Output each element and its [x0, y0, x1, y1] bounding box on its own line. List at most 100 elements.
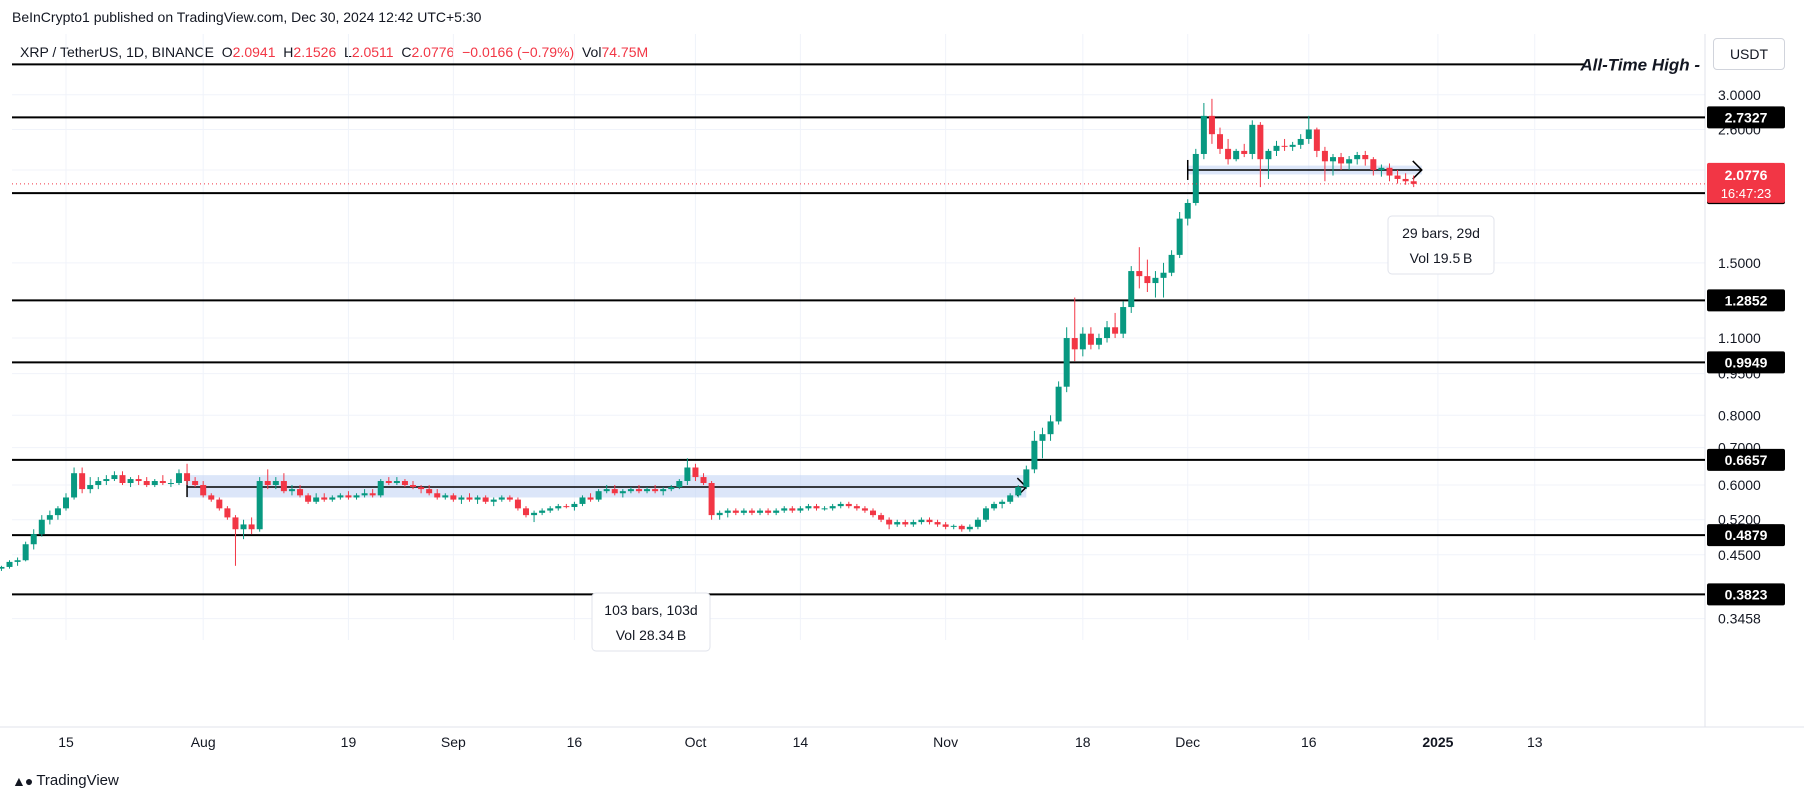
time-tick-label: 16 — [567, 734, 583, 750]
candle-body — [732, 510, 739, 513]
level-tag-label: 0.4879 — [1725, 527, 1768, 543]
candle-body — [14, 560, 21, 562]
level-tag — [1707, 106, 1785, 129]
candle-body — [902, 522, 909, 525]
time-tick-label: 16 — [1301, 734, 1317, 750]
candle-body — [837, 503, 844, 507]
candle-body — [216, 499, 223, 509]
candle-body — [393, 481, 400, 484]
candle-body — [1321, 150, 1328, 162]
candle-body — [151, 481, 158, 486]
currency-button[interactable]: USDT — [1713, 38, 1785, 70]
candle-body — [313, 497, 320, 502]
candle-body — [894, 522, 901, 525]
candle-body — [692, 467, 699, 478]
all-time-high-label: All-Time High - — [1579, 55, 1700, 74]
candle-body — [361, 493, 368, 496]
candle-body — [401, 481, 408, 486]
range-info-box — [1387, 215, 1495, 275]
candle-body — [353, 495, 360, 498]
candle-body — [1241, 150, 1248, 154]
volume-value: 74.75M — [601, 44, 649, 60]
candle-body — [926, 519, 933, 523]
candle-body — [280, 481, 287, 492]
candle-body — [1023, 469, 1030, 488]
time-tick-label: 18 — [1075, 734, 1091, 750]
candle-body — [1136, 271, 1143, 277]
candle-body — [1370, 159, 1377, 170]
candle-body — [555, 506, 562, 509]
candle-body — [1225, 148, 1232, 160]
candle-body — [1031, 440, 1038, 470]
candle-body — [482, 497, 489, 502]
last-price-tag — [1707, 162, 1785, 203]
candle-body — [458, 497, 465, 500]
time-tick-label: Sep — [441, 734, 466, 750]
last-price-label: 2.0776 — [1725, 167, 1768, 183]
candle-body — [878, 515, 885, 520]
candle-body — [579, 497, 586, 504]
candle-body — [1354, 155, 1361, 160]
candle-body — [79, 473, 86, 490]
candle-body — [740, 510, 747, 513]
candle-body — [934, 522, 941, 525]
candle-body — [87, 485, 94, 490]
candle-body — [1112, 327, 1119, 334]
countdown-label: 16:47:23 — [1721, 186, 1772, 201]
candle-body — [1152, 277, 1159, 284]
time-tick-label: Aug — [191, 734, 216, 750]
candle-body — [619, 491, 626, 494]
tradingview-logo[interactable]: ▲● TradingView — [12, 772, 119, 789]
candle-body — [1313, 129, 1320, 151]
candle-body — [1120, 307, 1127, 334]
candle-body — [1233, 150, 1240, 160]
candle-body — [256, 481, 263, 530]
candle-body — [474, 497, 481, 500]
candle-body — [870, 510, 876, 516]
candle-body — [716, 512, 723, 516]
range-bars-label: 29 bars, 29d — [1402, 225, 1480, 241]
candle-body — [1329, 157, 1336, 162]
time-tick-label: 2025 — [1422, 734, 1453, 750]
candle-body — [1289, 144, 1296, 147]
price-tick-label: 1.5000 — [1718, 255, 1761, 271]
candle-body — [1305, 129, 1312, 139]
candle-body — [950, 525, 957, 527]
candle-body — [119, 475, 126, 484]
candle-body — [30, 534, 37, 545]
candle-body — [329, 497, 336, 500]
close-label: C — [401, 44, 412, 60]
candle-body — [434, 493, 441, 498]
candle-body — [1257, 124, 1264, 160]
level-tag — [1707, 583, 1785, 606]
price-tick-label: 0.3458 — [1718, 611, 1761, 627]
candle-body — [587, 497, 594, 500]
level-tag — [1707, 289, 1785, 312]
close-value: 2.0776 — [411, 44, 455, 60]
candle-body — [611, 489, 618, 494]
candle-body — [1128, 271, 1135, 308]
candle-body — [1039, 434, 1046, 441]
candle-body — [652, 489, 659, 492]
time-tick-label: Oct — [685, 734, 707, 750]
candle-body — [531, 512, 538, 516]
candle-body — [708, 483, 715, 516]
candle-body — [63, 497, 69, 509]
candle-body — [498, 497, 505, 500]
candle-body — [522, 508, 529, 516]
candle-body — [644, 489, 651, 492]
level-tag-label: 2.7327 — [1725, 109, 1768, 125]
price-tick-label: 0.6000 — [1718, 477, 1761, 493]
candle-body — [757, 510, 764, 513]
candle-body — [1007, 495, 1014, 502]
candle-body — [514, 499, 521, 509]
candle-body — [450, 495, 457, 500]
open-label: O — [221, 44, 233, 60]
high-label: H — [283, 44, 294, 60]
candle-body — [305, 495, 312, 502]
change-value: −0.0166 (−0.79%) — [462, 44, 575, 60]
candle-body — [571, 503, 578, 508]
candle-body — [71, 473, 78, 498]
range-volume-label: Vol 19.5 B — [1410, 250, 1473, 266]
